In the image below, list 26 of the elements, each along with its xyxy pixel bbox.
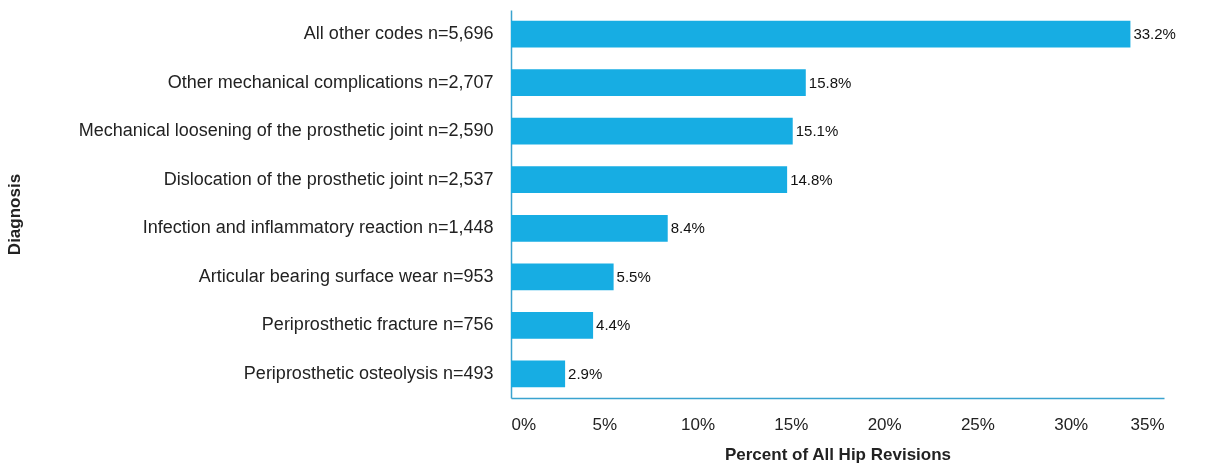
y-tick-label: Articular bearing surface wear n=953	[198, 265, 494, 286]
data-label: 4.4%	[596, 316, 631, 334]
data-label: 15.1%	[795, 122, 839, 140]
y-tick-label: Other mechanical complications n=2,707	[167, 71, 494, 92]
data-label: 8.4%	[670, 219, 705, 237]
data-label: 33.2%	[1133, 25, 1176, 43]
x-tick-label: 0%	[511, 414, 537, 434]
x-tick-label: 25%	[960, 414, 995, 434]
x-axis-title: Percent of All Hip Revisions	[724, 444, 952, 464]
y-tick-label: Infection and inflammatory reaction n=1,448	[142, 217, 494, 238]
y-tick-label: All other codes n=5,696	[303, 23, 494, 44]
y-axis-title: Diagnosis	[4, 173, 24, 256]
y-tick-label: Periprosthetic osteolysis n=493	[243, 362, 494, 383]
data-label: 5.5%	[616, 267, 651, 285]
data-label: 15.8%	[808, 73, 852, 91]
x-tick-label: 30%	[1054, 414, 1089, 434]
data-label: 2.9%	[568, 364, 603, 382]
x-tick-label: 20%	[867, 414, 902, 434]
y-tick-label: Periprosthetic fracture n=756	[261, 314, 494, 335]
x-tick-label: 35%	[1130, 414, 1165, 434]
x-tick-label: 15%	[774, 414, 809, 434]
x-tick-label: 10%	[681, 414, 716, 434]
x-tick-label: 5%	[592, 414, 618, 434]
y-tick-label: Mechanical loosening of the prosthetic joint n=2,590	[78, 120, 494, 141]
data-label: 14.8%	[790, 170, 833, 188]
y-tick-label: Dislocation of the prosthetic joint n=2,537	[163, 168, 494, 189]
